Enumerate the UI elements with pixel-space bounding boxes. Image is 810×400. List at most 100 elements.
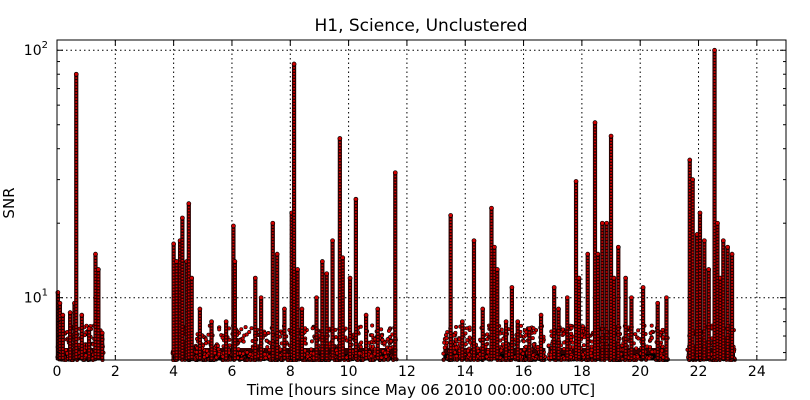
trigger-point xyxy=(359,340,364,345)
trigger-point xyxy=(220,335,225,340)
trigger-point xyxy=(589,344,594,349)
peak-point xyxy=(197,306,203,312)
trigger-point xyxy=(454,324,459,329)
trigger-point xyxy=(265,345,270,350)
peak-point xyxy=(720,238,726,244)
peak-point xyxy=(492,244,497,250)
trigger-point xyxy=(485,350,490,355)
peak-point xyxy=(527,326,532,331)
x-tick-label: 8 xyxy=(286,364,295,380)
peak-point xyxy=(515,319,521,325)
x-axis-label: Time [hours since May 06 2010 00:00:00 U… xyxy=(246,381,595,399)
peak-point xyxy=(599,220,605,226)
trigger-point xyxy=(383,350,388,355)
peak-point xyxy=(363,312,369,318)
trigger-point xyxy=(388,335,393,340)
peak-point xyxy=(690,177,696,182)
peak-point xyxy=(171,241,176,247)
trigger-point xyxy=(442,345,447,350)
trigger-point xyxy=(532,330,537,335)
trigger-point xyxy=(648,331,653,336)
x-tick-label: 10 xyxy=(340,364,358,380)
peak-point xyxy=(299,306,305,312)
trigger-point xyxy=(216,352,221,357)
trigger-point xyxy=(370,344,375,349)
trigger-point xyxy=(560,327,565,332)
trigger-point xyxy=(635,354,640,359)
peak-point xyxy=(186,201,192,206)
trigger-point xyxy=(569,326,574,331)
chart-title: H1, Science, Unclustered xyxy=(314,16,527,36)
x-tick-label: 12 xyxy=(398,364,416,380)
trigger-point xyxy=(214,355,219,360)
peak-point xyxy=(640,285,646,290)
trigger-point xyxy=(370,323,375,328)
y-tick-exponent: 1 xyxy=(42,288,48,299)
trigger-point xyxy=(523,333,528,338)
peak-point xyxy=(330,238,335,244)
peak-point xyxy=(655,300,661,306)
trigger-point xyxy=(83,353,88,358)
peak-point xyxy=(503,319,509,325)
peak-point xyxy=(585,251,591,257)
trigger-point xyxy=(267,347,272,352)
peak-point xyxy=(291,61,297,67)
trigger-point xyxy=(454,345,459,350)
data-points xyxy=(55,47,737,362)
peak-point xyxy=(615,244,621,250)
trigger-point xyxy=(589,347,594,352)
trigger-point xyxy=(649,336,654,341)
peak-point xyxy=(592,120,598,125)
trigger-point xyxy=(649,323,654,328)
peak-point xyxy=(55,290,61,295)
peak-point xyxy=(459,319,465,325)
peak-point xyxy=(509,285,515,290)
trigger-point xyxy=(463,342,468,347)
trigger-point xyxy=(530,336,535,341)
trigger-point xyxy=(266,330,271,335)
peak-point xyxy=(60,312,66,318)
trigger-point xyxy=(370,333,375,338)
peak-point xyxy=(223,319,229,325)
peak-point xyxy=(274,251,280,257)
trigger-point xyxy=(379,327,384,332)
trigger-point xyxy=(380,337,385,342)
peak-point xyxy=(73,71,79,77)
trigger-point xyxy=(305,354,310,359)
trigger-point xyxy=(203,337,208,342)
trigger-point xyxy=(444,336,449,341)
trigger-point xyxy=(237,351,242,356)
trigger-point xyxy=(264,338,269,343)
peak-point xyxy=(96,267,101,272)
trigger-point xyxy=(386,328,391,333)
plot-frame xyxy=(56,39,787,361)
trigger-point xyxy=(452,350,457,355)
peak-point xyxy=(314,295,319,301)
peak-point xyxy=(489,205,494,211)
trigger-point xyxy=(249,326,254,331)
trigger-point xyxy=(499,348,504,353)
trigger-point xyxy=(467,335,472,340)
peak-point xyxy=(337,136,343,141)
x-tick-label: 16 xyxy=(515,364,533,380)
x-tick-label: 22 xyxy=(690,364,708,380)
peak-point xyxy=(573,179,579,184)
peak-point xyxy=(629,295,634,301)
peak-point xyxy=(494,267,500,272)
trigger-point xyxy=(445,330,450,335)
y-tick-label: 102 xyxy=(24,40,48,59)
peak-point xyxy=(480,306,486,312)
trigger-point xyxy=(379,355,384,360)
peak-point xyxy=(347,275,353,281)
trigger-point xyxy=(309,347,314,352)
trigger-point xyxy=(523,344,528,349)
x-tick-label: 14 xyxy=(456,364,474,380)
x-tick-label: 20 xyxy=(631,364,649,380)
y-tick-base: 10 xyxy=(24,291,42,307)
trigger-point xyxy=(388,346,393,351)
peak-point xyxy=(232,259,238,264)
peak-point xyxy=(595,251,601,257)
trigger-point xyxy=(467,352,472,357)
trigger-point xyxy=(247,330,252,335)
